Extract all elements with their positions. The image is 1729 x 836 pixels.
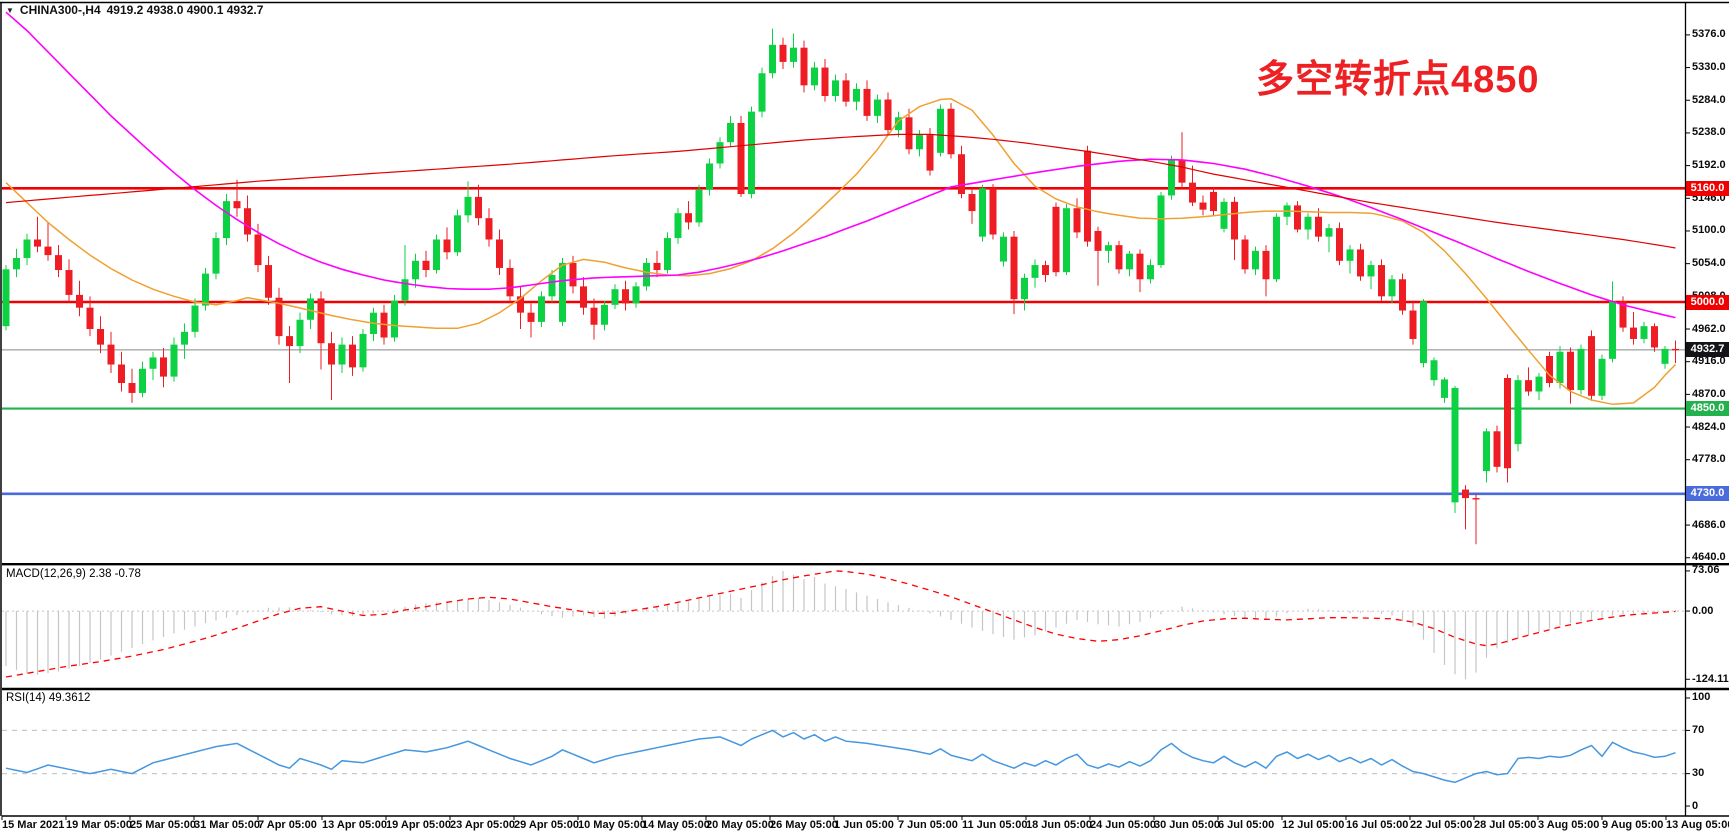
date-tick-label: 18 Jun 05:00 [1026,819,1093,831]
chart-title-bar: ▼ CHINA300-,H4 4919.2 4938.0 4900.1 4932… [6,3,263,17]
date-tick-label: 20 May 05:00 [706,819,774,831]
date-tick-label: 11 Jun 05:00 [962,819,1028,831]
price-level-badge: 4850.0 [1686,401,1729,417]
price-tick-label: 5376.0 [1692,28,1726,41]
price-tick-label: 4640.0 [1692,551,1726,564]
rsi-indicator-label: RSI(14) 49.3612 [6,692,91,704]
rsi-tick-label: 0 [1692,799,1699,812]
ohlc-readout: 4919.2 4938.0 4900.1 4932.7 [106,3,264,17]
price-level-badge: 5160.0 [1686,180,1729,196]
date-tick-label: 29 Apr 05:00 [514,819,580,831]
date-tick-label: 3 Aug 05:00 [1538,819,1600,831]
price-tick-label: 5192.0 [1692,159,1726,172]
date-tick-label: 28 Jul 05:00 [1474,819,1537,831]
date-tick-label: 31 Mar 05:00 [194,819,261,831]
date-tick-label: 9 Aug 05:00 [1602,819,1664,831]
rsi-tick-label: 100 [1692,691,1711,704]
price-tick-label: 4870.0 [1692,387,1726,400]
price-tick-label: 5284.0 [1692,93,1726,106]
rsi-tick-label: 30 [1692,767,1705,780]
price-tick-label: 5238.0 [1692,126,1726,139]
date-tick-label: 12 Jul 05:00 [1282,819,1345,831]
date-tick-label: 16 Jul 05:00 [1346,819,1409,831]
date-tick-label: 23 Apr 05:00 [450,819,516,831]
date-tick-label: 1 Jun 05:00 [834,819,894,831]
current-price-badge: 4932.7 [1686,342,1729,358]
annotation-text: 多空转折点4850 [1256,59,1540,101]
date-tick-label: 15 Mar 2021 [2,819,65,831]
main-panel[interactable] [2,11,1685,545]
date-tick-label: 7 Apr 05:00 [258,819,317,831]
date-tick-label: 24 Jun 05:00 [1090,819,1157,831]
macd-panel[interactable] [2,570,1685,680]
rsi-panel[interactable] [2,729,1685,784]
date-tick-label: 7 Jun 05:00 [898,819,958,831]
price-tick-label: 4778.0 [1692,453,1726,466]
rsi-tick-label: 70 [1692,723,1705,736]
date-tick-label: 30 Jun 05:00 [1154,819,1221,831]
macd-tick-label: 73.06 [1692,564,1720,577]
date-tick-label: 14 May 05:00 [642,819,710,831]
macd-indicator-label: MACD(12,26,9) 2.38 -0.78 [6,568,141,580]
price-level-badge: 5000.0 [1686,294,1729,310]
price-tick-label: 4824.0 [1692,420,1726,433]
date-tick-label: 19 Apr 05:00 [386,819,452,831]
price-tick-label: 4686.0 [1692,518,1726,531]
date-tick-label: 13 Aug 05:00 [1666,819,1729,831]
date-tick-label: 10 May 05:00 [578,819,646,831]
date-tick-label: 6 Jul 05:00 [1218,819,1275,831]
macd-tick-label: -124.11 [1692,672,1729,685]
date-tick-label: 19 Mar 05:00 [66,819,133,831]
date-tick-label: 22 Jul 05:00 [1410,819,1473,831]
price-tick-label: 5330.0 [1692,61,1726,74]
date-tick-label: 26 May 05:00 [770,819,838,831]
date-tick-label: 13 Apr 05:00 [322,819,388,831]
price-tick-label: 4916.0 [1692,355,1726,368]
price-tick-label: 5100.0 [1692,224,1726,237]
macd-tick-label: 0.00 [1692,604,1714,617]
date-tick-label: 25 Mar 05:00 [130,819,197,831]
price-tick-label: 4962.0 [1692,322,1726,335]
symbol-title: CHINA300-,H4 [19,3,101,17]
price-level-badge: 4730.0 [1686,486,1729,502]
chevron-down-icon[interactable]: ▼ [6,5,14,15]
price-tick-label: 5054.0 [1692,257,1726,270]
